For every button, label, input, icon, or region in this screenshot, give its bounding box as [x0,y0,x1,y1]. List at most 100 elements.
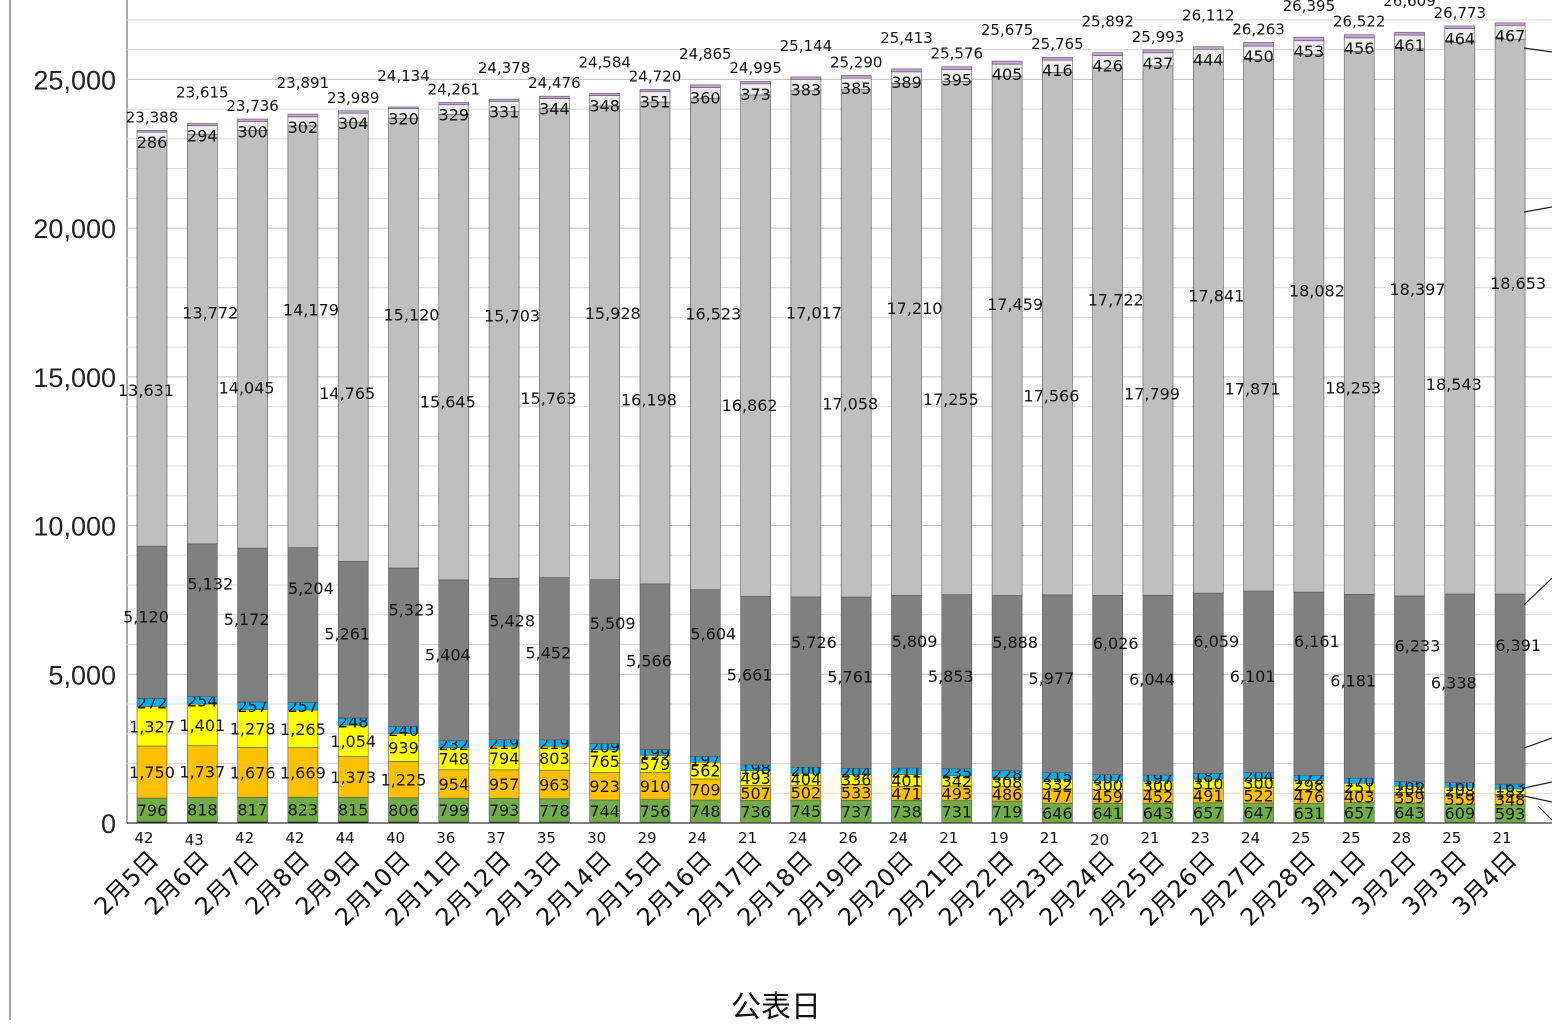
data-label: 18,253 [1325,378,1381,397]
data-label: 15,645 [420,393,476,412]
data-label: 416 [1042,61,1073,80]
data-label: 954 [439,775,470,794]
data-label: 15,703 [484,306,540,325]
data-label: 1,054 [330,732,376,751]
bottom-count-label: 30 [587,829,606,847]
data-label: 817 [237,801,268,820]
data-label: 738 [891,802,922,821]
bar-segment [891,68,922,73]
data-label: 403 [1344,788,1375,807]
total-label: 25,413 [880,29,933,47]
data-label: 6,026 [1093,634,1139,653]
bar-segment [589,93,621,96]
bar-segment [1042,594,1073,774]
bar-segment [1444,42,1476,595]
total-label: 24,134 [377,67,430,85]
bar-segment [187,797,218,823]
leader-line [1523,737,1552,749]
bottom-count-label: 23 [1191,829,1210,847]
data-label: 332 [1042,775,1073,794]
data-label: 5,428 [489,612,535,631]
bar-segment [1394,31,1425,36]
bar-segment [941,66,973,70]
bar-segment [237,709,268,748]
bar-segment [136,140,168,547]
bar-segment [840,75,872,79]
bar-segment [187,133,218,545]
data-label: 6,338 [1431,673,1477,692]
data-label: 522 [1243,786,1274,805]
data-label: 507 [740,784,771,803]
bar-segment [1394,595,1425,782]
data-label: 15,928 [585,304,641,323]
bottom-count-label: 42 [285,829,304,847]
data-label: 1,278 [230,720,276,739]
bottom-count-label: 36 [436,829,455,847]
data-label: 401 [891,771,922,790]
leader-line [1523,781,1552,789]
data-label: 818 [187,801,218,820]
total-label: 24,995 [729,59,782,77]
bar-segment [337,121,369,562]
data-label: 5,204 [288,579,334,598]
data-label: 13,631 [118,381,174,400]
total-label: 23,388 [126,108,179,126]
data-label: 6,161 [1294,632,1340,651]
bar-segment [187,703,218,747]
bar-segment [589,105,621,580]
data-label: 456 [1344,39,1375,58]
bar-segment [388,733,419,762]
data-label: 793 [489,801,520,820]
data-label: 17,058 [822,394,878,413]
data-label: 453 [1294,42,1325,61]
data-label: 17,017 [786,304,842,323]
bar-segment [639,583,671,750]
bar-segment [1343,594,1375,779]
data-label: 745 [791,802,822,821]
bar-segment [388,761,419,799]
data-label: 5,761 [827,668,873,687]
data-label: 493 [942,784,973,803]
data-label: 360 [690,88,721,107]
bottom-count-label: 21 [1493,829,1512,847]
data-label: 286 [137,133,168,152]
data-label: 373 [740,85,771,104]
bar-segment [287,125,319,548]
bar-segment [1042,72,1073,596]
bar-segment [1142,65,1174,596]
data-label: 18,397 [1390,280,1446,299]
bar-segment [438,102,470,106]
data-label: 389 [891,73,922,92]
bottom-count-label: 42 [235,829,254,847]
data-label: 5,172 [224,610,270,629]
data-label: 5,809 [892,632,938,651]
total-label: 25,144 [780,37,833,55]
data-label: 939 [388,738,419,757]
data-label: 5,120 [123,607,169,626]
y-tick-label: 10,000 [33,512,116,542]
bar-segment [1142,594,1174,776]
data-label: 646 [1042,804,1073,823]
data-label: 1,676 [230,764,276,783]
data-label: 5,261 [324,625,370,644]
y-tick-label: 0 [101,809,116,839]
data-label: 562 [690,762,721,781]
data-label: 5,888 [992,633,1038,652]
bar-segment [891,595,922,769]
data-label: 957 [489,775,520,794]
bar-segment [589,772,621,801]
data-label: 731 [942,803,973,822]
bar-segment [388,567,419,727]
data-label: 923 [589,777,620,796]
bar-segment [187,543,218,697]
data-label: 5,661 [727,666,773,685]
bottom-count-label: 40 [386,829,405,847]
bar-segment [941,81,973,596]
data-label: 794 [489,749,520,768]
total-label: 23,891 [277,74,330,92]
bar-segment [1193,62,1224,594]
y-tick-label: 25,000 [33,65,116,95]
bar-segment [790,90,822,598]
y-tick-label: 5,000 [48,660,116,690]
data-label: 609 [1445,804,1476,823]
